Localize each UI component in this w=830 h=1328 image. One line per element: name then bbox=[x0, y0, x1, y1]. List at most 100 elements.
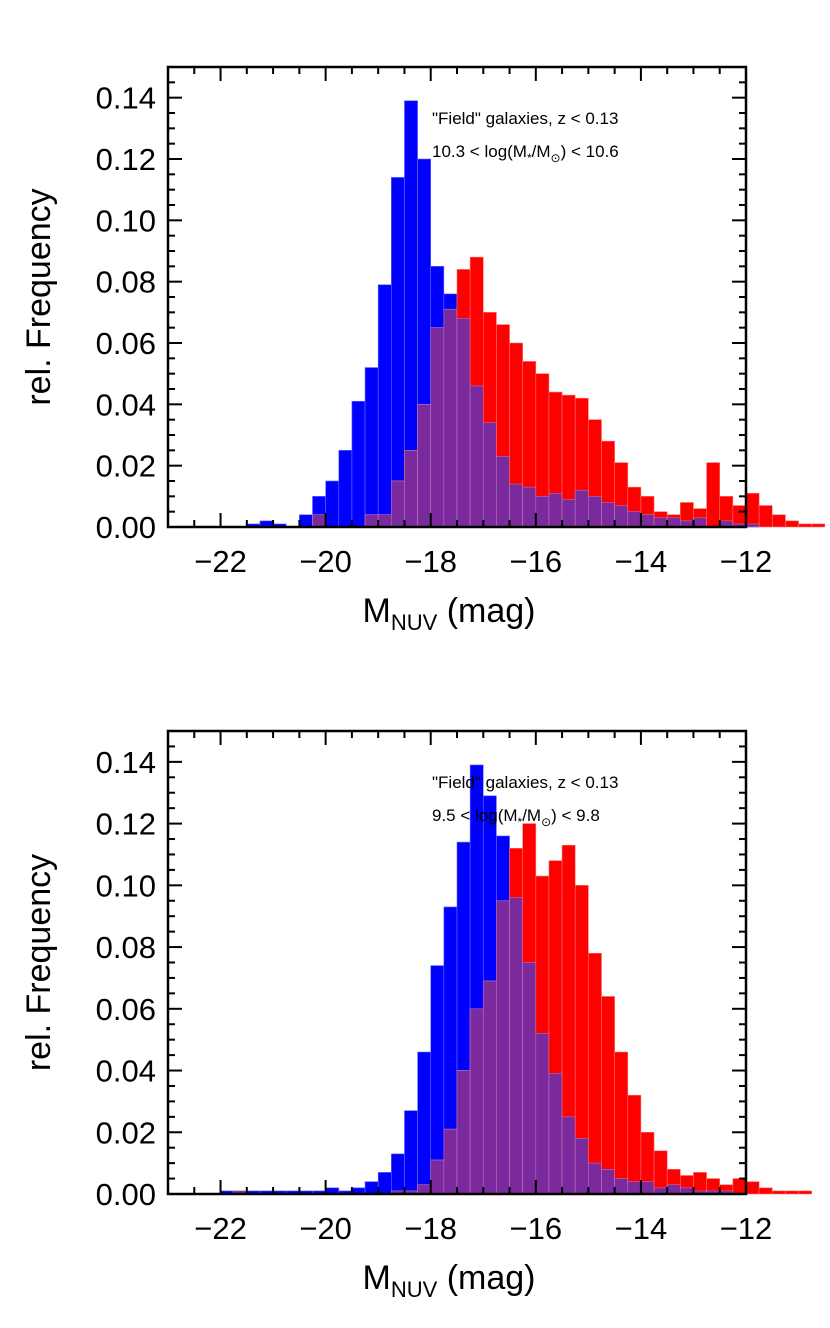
x-axis-title-unit: (mag) bbox=[437, 1259, 535, 1297]
x-tick-label: −20 bbox=[299, 1211, 352, 1246]
annot-prefix: 10.3 < log(M bbox=[432, 142, 527, 161]
overlap-bar bbox=[627, 1181, 642, 1195]
x-tick-label: −20 bbox=[299, 544, 352, 579]
x-tick-label: −16 bbox=[510, 1211, 563, 1246]
overlap-bar bbox=[456, 318, 471, 528]
blue-bar bbox=[377, 284, 392, 528]
annotation-line-1: "Field" galaxies, z < 0.13 bbox=[432, 109, 618, 128]
red-bar bbox=[601, 996, 615, 1195]
annot-sub-sun: ⊙ bbox=[551, 151, 561, 165]
overlap-bar bbox=[614, 505, 629, 528]
annot-sub-sun: ⊙ bbox=[541, 815, 551, 829]
y-tick-label: 0.12 bbox=[96, 807, 156, 842]
red-bar bbox=[758, 1187, 773, 1195]
red-bar bbox=[771, 514, 786, 528]
x-tick-label: −14 bbox=[615, 1211, 668, 1246]
y-tick-label: 0.02 bbox=[96, 1115, 156, 1150]
x-tick-label: −12 bbox=[720, 1211, 773, 1246]
overlap-bar bbox=[404, 450, 418, 528]
overlap-bar bbox=[745, 523, 760, 528]
annot-prefix: 9.5 < log(M bbox=[432, 806, 518, 825]
annot-mid: /M bbox=[532, 142, 551, 161]
red-bar bbox=[706, 462, 721, 528]
overlap-bar bbox=[443, 308, 458, 528]
overlap-bar bbox=[430, 327, 445, 528]
y-axis-title: rel. Frequency bbox=[20, 188, 58, 405]
blue-bar bbox=[338, 450, 353, 528]
x-axis-title-sub: NUV bbox=[391, 1277, 438, 1302]
blue-bar bbox=[364, 367, 379, 528]
y-tick-label: 0.08 bbox=[96, 265, 156, 300]
red-bar bbox=[627, 1094, 642, 1195]
overlap-bar bbox=[430, 1159, 445, 1195]
overlap-bar bbox=[496, 900, 510, 1195]
annotation-line-2: 9.5 < log(M*/M⊙) < 9.8 bbox=[432, 806, 600, 829]
y-tick-label: 0.08 bbox=[96, 930, 156, 965]
red-bar bbox=[785, 1190, 799, 1195]
overlap-bar bbox=[574, 1138, 589, 1195]
red-bar bbox=[811, 523, 826, 528]
blue-bar bbox=[364, 1181, 379, 1195]
overlap-bar bbox=[509, 897, 523, 1195]
overlap-bar bbox=[391, 480, 405, 528]
red-bar bbox=[614, 1051, 629, 1195]
overlap-bar bbox=[482, 980, 497, 1195]
x-tick-label: −22 bbox=[194, 544, 247, 579]
annot-suffix: ) < 9.8 bbox=[551, 806, 600, 825]
overlap-bar bbox=[574, 489, 589, 528]
red-bar bbox=[785, 520, 799, 528]
y-tick-label: 0.12 bbox=[96, 142, 156, 177]
y-tick-label: 0.02 bbox=[96, 449, 156, 484]
blue-bar bbox=[351, 400, 366, 528]
overlap-bar bbox=[627, 511, 642, 528]
red-bar bbox=[771, 1190, 786, 1195]
overlap-bar bbox=[601, 502, 615, 528]
y-tick-label: 0.04 bbox=[96, 1054, 156, 1089]
x-tick-label: −22 bbox=[194, 1211, 247, 1246]
overlap-bar bbox=[312, 514, 326, 528]
overlap-bar bbox=[588, 496, 602, 528]
annot-sub-star: * bbox=[518, 815, 523, 829]
overlap-bar bbox=[653, 517, 668, 528]
overlap-bar bbox=[614, 1178, 629, 1195]
annot-mid: /M bbox=[522, 806, 541, 825]
annotation-line-2: 10.3 < log(M*/M⊙) < 10.6 bbox=[432, 142, 619, 165]
overlap-bar bbox=[469, 1008, 484, 1195]
annotation-line-1: "Field" galaxies, z < 0.13 bbox=[432, 773, 618, 792]
x-axis-title: MNUV (mag) bbox=[362, 592, 535, 635]
overlap-bar bbox=[535, 496, 550, 528]
blue-bar bbox=[430, 965, 445, 1195]
chart-1: −22 −20 −18 −16 −14 −12 0.00 0.02 0.04 0.06 0.08 0.… bbox=[20, 65, 826, 635]
x-tick-label: −16 bbox=[510, 544, 563, 579]
overlap-bar bbox=[456, 1070, 471, 1195]
overlap-bar bbox=[561, 499, 576, 528]
red-bar bbox=[798, 523, 812, 528]
x-tick-label: −12 bbox=[720, 544, 773, 579]
blue-bar bbox=[325, 480, 340, 528]
overlap-bar bbox=[666, 1184, 681, 1195]
red-bar bbox=[758, 505, 773, 528]
red-bar bbox=[745, 1181, 760, 1195]
bars bbox=[246, 100, 826, 528]
x-tick-label: −18 bbox=[404, 544, 457, 579]
blue-bar bbox=[404, 1110, 418, 1195]
overlap-bar bbox=[535, 1033, 550, 1195]
annot-suffix: ) < 10.6 bbox=[561, 142, 619, 161]
x-tick-label: −18 bbox=[404, 1211, 457, 1246]
x-tick-label: −14 bbox=[615, 544, 668, 579]
overlap-bar bbox=[469, 385, 484, 528]
y-tick-label: 0.06 bbox=[96, 326, 156, 361]
overlap-bar bbox=[417, 404, 432, 528]
x-axis-title-sub: NUV bbox=[391, 610, 438, 635]
overlap-bar bbox=[640, 1181, 655, 1195]
overlap-bar bbox=[417, 1184, 432, 1195]
blue-bar bbox=[391, 177, 405, 528]
x-axis-title: MNUV (mag) bbox=[362, 1259, 535, 1302]
x-axis-title-main: M bbox=[362, 1259, 390, 1297]
x-axis-title-unit: (mag) bbox=[437, 592, 535, 630]
overlap-bar bbox=[601, 1169, 615, 1195]
overlap-bar bbox=[496, 456, 510, 528]
y-tick-label: 0.00 bbox=[96, 1177, 156, 1212]
overlap-bar bbox=[548, 492, 563, 528]
bars bbox=[220, 764, 812, 1195]
